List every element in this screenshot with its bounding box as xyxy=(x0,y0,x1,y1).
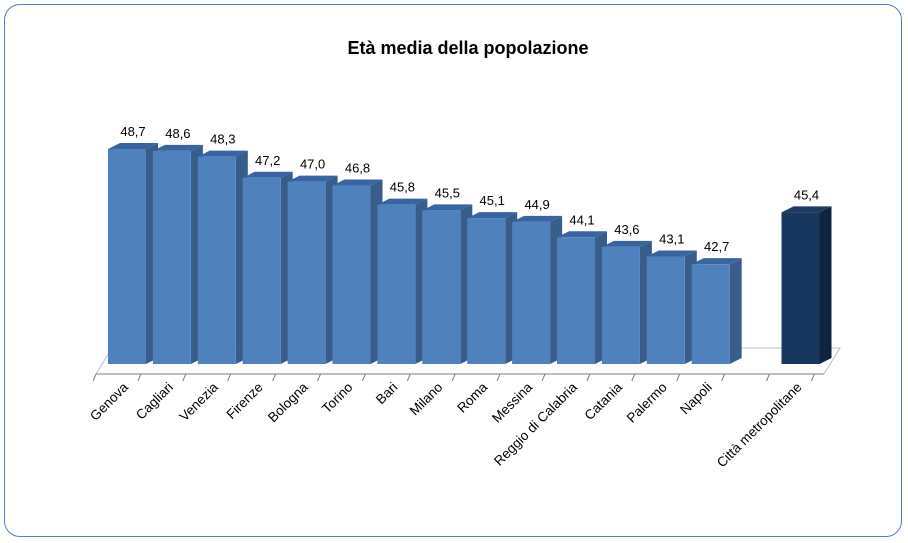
category-label: Bari xyxy=(373,380,401,408)
x-axis-tick xyxy=(137,373,142,382)
category-label: Messina xyxy=(489,379,536,426)
bar-citta-metropolitane xyxy=(781,206,832,364)
bar-top xyxy=(152,144,203,151)
bar xyxy=(242,171,293,364)
bar-front xyxy=(512,221,551,364)
bar-front xyxy=(422,210,461,364)
bar xyxy=(152,144,203,364)
bar-front xyxy=(152,150,191,364)
bar-front xyxy=(197,156,236,364)
x-axis-tick xyxy=(810,373,815,382)
bars-group xyxy=(108,142,832,364)
category-label: Reggio di Calabria xyxy=(491,379,580,468)
bar-front xyxy=(601,246,640,364)
bar-front xyxy=(467,218,506,364)
bar xyxy=(377,198,428,364)
bar-value-label: 48,6 xyxy=(165,126,190,141)
category-label: Venezia xyxy=(176,379,221,424)
x-axis-tick xyxy=(272,373,277,382)
x-axis-tick xyxy=(451,373,456,382)
x-axis-tick xyxy=(317,373,321,382)
category-label: Napoli xyxy=(677,380,715,418)
bar-top xyxy=(197,150,248,157)
x-axis-tick xyxy=(766,373,770,382)
x-axis-tick xyxy=(676,373,681,382)
category-label: Bologna xyxy=(265,379,311,425)
bar-value-label: 45,4 xyxy=(794,187,819,202)
bar-top xyxy=(287,175,338,182)
bar-front xyxy=(332,185,371,364)
bar-top xyxy=(242,171,293,178)
bar-side xyxy=(819,206,832,364)
bar-top xyxy=(601,240,652,247)
bar-front xyxy=(108,148,146,364)
x-axis-tick xyxy=(406,373,411,382)
bar xyxy=(601,240,652,364)
x-axis-tick xyxy=(361,373,366,382)
x-axis-tick xyxy=(92,373,97,382)
category-label: Firenze xyxy=(223,380,265,422)
bar-front xyxy=(557,237,595,364)
bar-value-label: 47,2 xyxy=(255,153,280,168)
x-axis-tick xyxy=(541,373,546,382)
bar xyxy=(108,142,158,364)
value-labels-group: 48,7 48,6 48,3 47,2 47,0 46,8 45,8 45,5 45,1 44,9… xyxy=(120,124,819,254)
category-labels-group: Genova Cagliari Venezia Firenze Bologna Torin… xyxy=(87,379,805,470)
bar-top xyxy=(332,179,383,186)
bar-front xyxy=(691,264,730,364)
bar-top xyxy=(691,258,742,265)
bar-value-label: 45,5 xyxy=(435,185,460,200)
bar xyxy=(332,179,383,364)
bar-top xyxy=(422,204,473,211)
bar-value-label: 47,0 xyxy=(300,157,325,172)
bar-front xyxy=(646,256,685,364)
category-label: Roma xyxy=(454,379,490,415)
category-label: Catania xyxy=(582,379,626,423)
category-label: Cagliari xyxy=(133,380,176,423)
x-axis-tick xyxy=(182,373,187,382)
bar-value-label: 48,3 xyxy=(210,132,235,147)
x-axis-tick xyxy=(227,373,232,382)
bar-top xyxy=(557,231,607,238)
bar-top xyxy=(512,215,563,222)
bar-value-label: 46,8 xyxy=(345,160,370,175)
bar-value-label: 44,1 xyxy=(569,212,594,227)
bar-top xyxy=(377,198,428,205)
bar-front xyxy=(377,204,416,364)
chart-title: Età media della popolazione xyxy=(347,38,588,58)
bar-value-label: 44,9 xyxy=(524,197,549,212)
bar-top xyxy=(646,250,697,257)
bar xyxy=(691,258,742,364)
bar-front xyxy=(242,177,281,364)
bar-value-label: 45,1 xyxy=(480,193,505,208)
bar-front xyxy=(781,212,820,364)
bar-top xyxy=(781,206,832,213)
x-axis-tick xyxy=(721,373,726,382)
category-label: Città metropolitane xyxy=(714,380,805,471)
bar xyxy=(287,175,338,364)
x-axis-tick xyxy=(586,373,591,382)
bar-value-label: 45,8 xyxy=(390,180,415,195)
bar-side xyxy=(729,258,742,364)
bar-value-label: 42,7 xyxy=(704,239,729,254)
category-label: Milano xyxy=(407,380,446,419)
category-label: Palermo xyxy=(624,380,670,426)
bar-top xyxy=(108,142,158,149)
bar xyxy=(422,204,473,364)
bar-front xyxy=(287,181,326,364)
x-axis-tick xyxy=(631,373,636,382)
x-axis-tick xyxy=(496,373,501,382)
bar xyxy=(512,215,563,364)
bar-value-label: 43,1 xyxy=(659,231,684,246)
bar xyxy=(557,231,607,364)
bar-value-label: 48,7 xyxy=(120,124,145,139)
bar-top xyxy=(467,212,518,219)
category-label: Genova xyxy=(87,379,131,423)
bar xyxy=(467,212,518,364)
category-label: Torino xyxy=(319,380,356,417)
bar xyxy=(197,150,248,364)
bar xyxy=(646,250,697,364)
bar-value-label: 43,6 xyxy=(614,222,639,237)
